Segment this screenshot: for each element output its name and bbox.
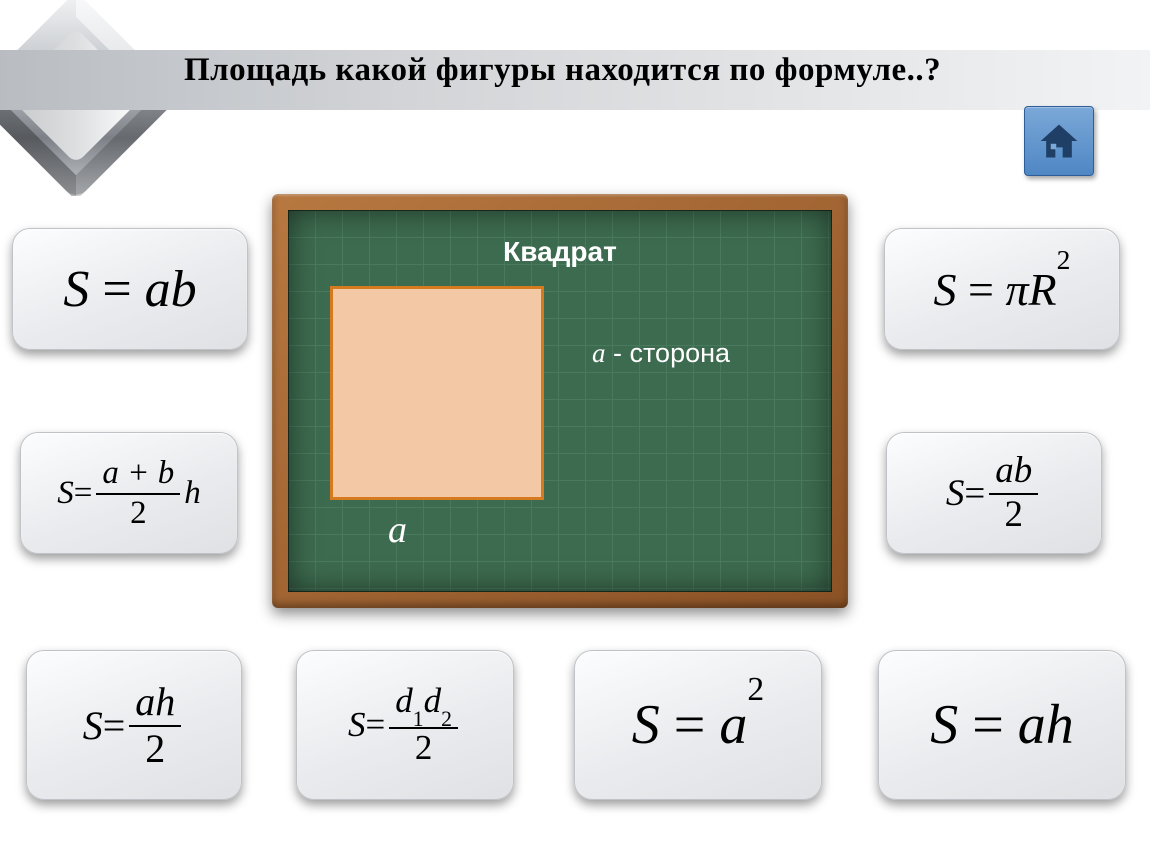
sym-s: S [946, 472, 965, 515]
home-button[interactable] [1024, 106, 1094, 176]
sym-r: R [1029, 264, 1057, 315]
sym-h: h [184, 475, 201, 512]
sym-eq: = [103, 702, 126, 749]
frac-den: 2 [130, 495, 147, 531]
page-title: Площадь какой фигуры находится по формул… [184, 52, 941, 89]
sym-eq: = [964, 472, 985, 515]
sym-s: S [63, 261, 89, 318]
sym-eq: = [958, 694, 1018, 756]
side-rest: - сторона [606, 338, 731, 368]
fraction: ab 2 [989, 452, 1038, 535]
fraction: d1d2 2 [389, 683, 458, 767]
formula-tile-ab[interactable]: S = ab [12, 228, 248, 350]
formula-tile-ah[interactable]: S = ah [878, 650, 1126, 800]
frac-num: ah [129, 681, 181, 727]
side-var: a [592, 338, 606, 368]
frac-num: ab [989, 452, 1038, 495]
fraction: ah 2 [129, 681, 181, 770]
sym-rhs: ab [145, 261, 197, 318]
sym-s: S [934, 264, 957, 315]
sym-sup: 2 [747, 671, 764, 708]
sym-eq: = [957, 264, 1006, 315]
sym-a: a [719, 694, 747, 756]
formula-tile-pir2[interactable]: S = πR2 [884, 228, 1120, 350]
sym-eq: = [89, 261, 144, 318]
formula-tile-ah-over-2[interactable]: S = ah 2 [26, 650, 242, 800]
sym-eq: = [366, 705, 386, 745]
frac-den: 2 [415, 729, 433, 767]
sym-rhs: ah [1018, 694, 1074, 756]
sym-s: S [57, 475, 74, 512]
formula-tile-trapezoid[interactable]: S = a + b 2 h [20, 432, 238, 554]
board-heading: Квадрат [288, 236, 832, 268]
sym-pi: π [1006, 264, 1029, 315]
formula-tile-a-squared[interactable]: S = a2 [574, 650, 822, 800]
sym-eq: = [74, 475, 93, 512]
formula-tile-ab-over-2[interactable]: S = ab 2 [886, 432, 1102, 554]
sym-s: S [83, 702, 103, 749]
frac-num: a + b [96, 456, 180, 495]
side-description: a - сторона [592, 338, 730, 369]
sym-sup: 2 [1057, 244, 1071, 275]
frac-den: 2 [1004, 495, 1023, 535]
formula-tile-d1d2-over-2[interactable]: S = d1d2 2 [296, 650, 514, 800]
fraction: a + b 2 [96, 456, 180, 530]
side-length-label: a [388, 508, 407, 552]
chalkboard-frame: Квадрат a - сторона a [272, 194, 848, 608]
chalkboard: Квадрат a - сторона a [288, 210, 832, 592]
sym-s: S [348, 705, 366, 745]
sym-eq: = [660, 694, 720, 756]
sym-s: S [632, 694, 660, 756]
square-figure [330, 286, 544, 500]
frac-num: d1d2 [389, 683, 458, 729]
home-icon [1037, 119, 1081, 163]
frac-den: 2 [145, 727, 165, 770]
sym-s: S [930, 694, 958, 756]
